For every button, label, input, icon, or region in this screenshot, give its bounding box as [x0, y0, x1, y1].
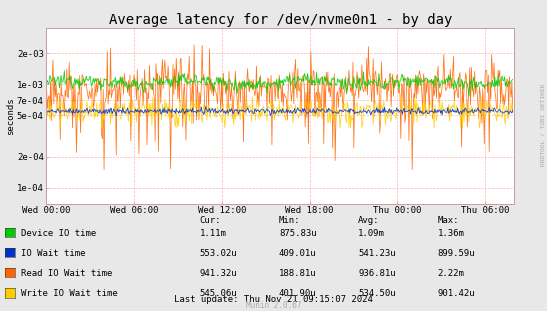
Text: 1.09m: 1.09m [358, 229, 385, 238]
Text: Avg:: Avg: [358, 216, 380, 225]
Y-axis label: seconds: seconds [7, 97, 15, 135]
Text: 875.83u: 875.83u [279, 229, 317, 238]
Text: 1.11m: 1.11m [200, 229, 226, 238]
Text: 409.01u: 409.01u [279, 249, 317, 258]
Text: Max:: Max: [438, 216, 459, 225]
Text: 188.81u: 188.81u [279, 269, 317, 278]
Text: 1.36m: 1.36m [438, 229, 464, 238]
Title: Average latency for /dev/nvme0n1 - by day: Average latency for /dev/nvme0n1 - by da… [109, 13, 452, 27]
Text: Last update: Thu Nov 21 09:15:07 2024: Last update: Thu Nov 21 09:15:07 2024 [174, 295, 373, 304]
Text: 936.81u: 936.81u [358, 269, 396, 278]
Text: Munin 2.0.67: Munin 2.0.67 [246, 301, 301, 310]
Text: IO Wait time: IO Wait time [21, 249, 85, 258]
Text: Cur:: Cur: [200, 216, 221, 225]
Text: 901.42u: 901.42u [438, 290, 475, 298]
Text: Write IO Wait time: Write IO Wait time [21, 290, 118, 298]
Text: Min:: Min: [279, 216, 300, 225]
Text: 2.22m: 2.22m [438, 269, 464, 278]
Text: 553.02u: 553.02u [200, 249, 237, 258]
Text: 534.50u: 534.50u [358, 290, 396, 298]
Text: RRDTOOL / TOBI OETIKER: RRDTOOL / TOBI OETIKER [541, 84, 546, 166]
Text: Device IO time: Device IO time [21, 229, 96, 238]
Text: 401.90u: 401.90u [279, 290, 317, 298]
Text: 545.06u: 545.06u [200, 290, 237, 298]
Text: 899.59u: 899.59u [438, 249, 475, 258]
Text: 541.23u: 541.23u [358, 249, 396, 258]
Text: 941.32u: 941.32u [200, 269, 237, 278]
Text: Read IO Wait time: Read IO Wait time [21, 269, 112, 278]
